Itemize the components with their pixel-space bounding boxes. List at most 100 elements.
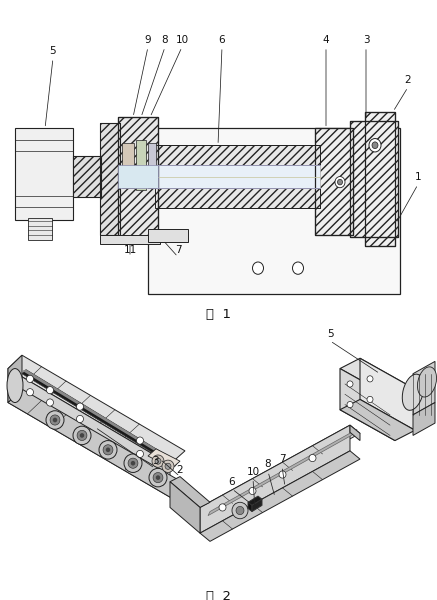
Text: 图  2: 图 2 bbox=[205, 590, 230, 600]
Polygon shape bbox=[248, 496, 262, 505]
Text: 8: 8 bbox=[162, 35, 168, 44]
Text: 9: 9 bbox=[145, 35, 151, 44]
Circle shape bbox=[76, 403, 83, 410]
Polygon shape bbox=[170, 482, 200, 533]
Bar bbox=[15, 128, 73, 220]
Bar bbox=[148, 229, 188, 242]
Circle shape bbox=[232, 502, 248, 519]
Bar bbox=[155, 166, 320, 188]
Circle shape bbox=[131, 461, 135, 466]
Circle shape bbox=[46, 411, 64, 429]
Bar bbox=[155, 145, 320, 166]
Polygon shape bbox=[22, 370, 178, 466]
Circle shape bbox=[309, 454, 316, 461]
Circle shape bbox=[253, 262, 264, 274]
Bar bbox=[148, 143, 156, 188]
Circle shape bbox=[155, 458, 161, 464]
Text: 7: 7 bbox=[279, 454, 285, 464]
Circle shape bbox=[165, 463, 171, 469]
Circle shape bbox=[152, 455, 164, 467]
Circle shape bbox=[149, 469, 167, 487]
Circle shape bbox=[367, 397, 373, 403]
Polygon shape bbox=[200, 451, 360, 541]
Polygon shape bbox=[248, 502, 252, 512]
Polygon shape bbox=[148, 449, 180, 469]
Text: 10: 10 bbox=[175, 35, 188, 44]
Circle shape bbox=[156, 475, 160, 480]
Bar bbox=[73, 157, 101, 197]
Bar bbox=[365, 112, 395, 246]
Circle shape bbox=[249, 487, 256, 494]
Polygon shape bbox=[8, 368, 170, 497]
Circle shape bbox=[136, 437, 143, 444]
Bar bbox=[73, 157, 101, 197]
Bar bbox=[118, 118, 158, 240]
Circle shape bbox=[372, 142, 378, 149]
Text: 5: 5 bbox=[50, 46, 56, 56]
Polygon shape bbox=[8, 389, 185, 497]
Bar bbox=[350, 121, 398, 237]
Circle shape bbox=[46, 386, 53, 394]
Circle shape bbox=[153, 473, 163, 482]
Text: 7: 7 bbox=[175, 245, 181, 255]
Text: 图  1: 图 1 bbox=[205, 308, 230, 322]
Text: 6: 6 bbox=[218, 35, 225, 44]
Circle shape bbox=[27, 375, 34, 382]
Bar bbox=[148, 128, 400, 294]
Bar bbox=[365, 112, 395, 246]
Bar bbox=[155, 145, 320, 166]
Polygon shape bbox=[22, 370, 178, 463]
Bar bbox=[315, 128, 353, 235]
Text: 4: 4 bbox=[323, 35, 329, 44]
Circle shape bbox=[46, 399, 53, 406]
Polygon shape bbox=[252, 499, 262, 512]
Polygon shape bbox=[340, 400, 415, 440]
Text: 11: 11 bbox=[123, 245, 137, 255]
Bar bbox=[350, 121, 398, 237]
Circle shape bbox=[27, 389, 34, 396]
Text: 5: 5 bbox=[327, 329, 333, 339]
Polygon shape bbox=[200, 425, 360, 515]
Text: 3: 3 bbox=[363, 35, 369, 44]
Polygon shape bbox=[8, 355, 22, 403]
Text: 6: 6 bbox=[229, 477, 235, 487]
Bar bbox=[118, 118, 158, 240]
Circle shape bbox=[347, 401, 353, 407]
Text: 1: 1 bbox=[415, 172, 421, 182]
Polygon shape bbox=[340, 358, 415, 400]
Circle shape bbox=[367, 376, 373, 382]
Polygon shape bbox=[413, 361, 435, 415]
Text: 2: 2 bbox=[405, 75, 411, 85]
Polygon shape bbox=[200, 425, 350, 533]
Polygon shape bbox=[208, 429, 357, 515]
Ellipse shape bbox=[402, 374, 424, 410]
Circle shape bbox=[279, 471, 286, 478]
Polygon shape bbox=[340, 368, 395, 440]
Circle shape bbox=[335, 176, 345, 188]
Bar bbox=[136, 140, 146, 190]
Polygon shape bbox=[413, 403, 435, 436]
Circle shape bbox=[128, 458, 138, 468]
Circle shape bbox=[77, 430, 87, 440]
Circle shape bbox=[73, 426, 91, 445]
Bar bbox=[28, 218, 52, 240]
Circle shape bbox=[103, 445, 113, 455]
Circle shape bbox=[369, 139, 381, 152]
Circle shape bbox=[50, 415, 60, 425]
Circle shape bbox=[292, 262, 304, 274]
Text: 3: 3 bbox=[152, 456, 158, 466]
Circle shape bbox=[106, 448, 110, 452]
Polygon shape bbox=[170, 476, 210, 508]
Bar bbox=[118, 166, 158, 188]
Circle shape bbox=[53, 418, 57, 422]
Text: 2: 2 bbox=[177, 464, 183, 475]
Polygon shape bbox=[8, 355, 185, 464]
Circle shape bbox=[124, 454, 142, 472]
Bar bbox=[100, 235, 160, 244]
Circle shape bbox=[136, 451, 143, 458]
Circle shape bbox=[337, 179, 343, 185]
Bar bbox=[100, 123, 120, 235]
Bar bbox=[122, 143, 134, 188]
Circle shape bbox=[99, 440, 117, 459]
Circle shape bbox=[219, 504, 226, 511]
